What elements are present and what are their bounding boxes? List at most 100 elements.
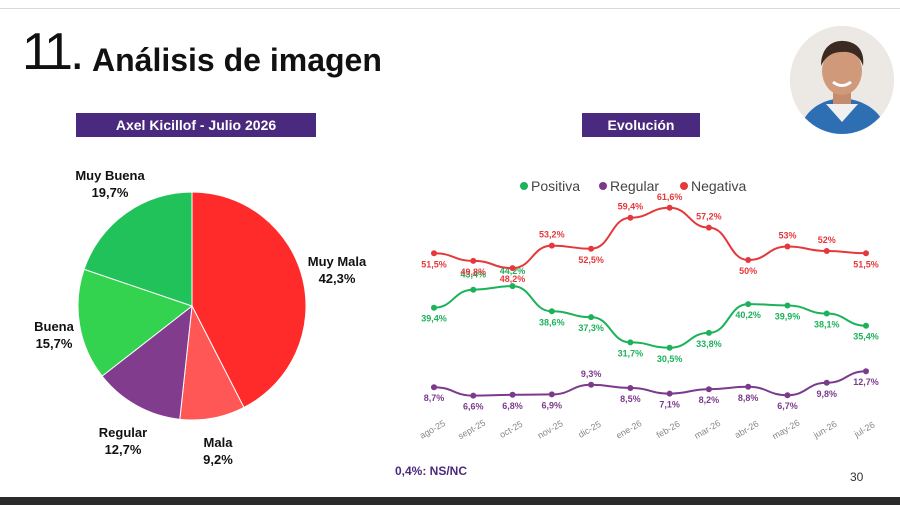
- data-label-positiva: 43,4%: [461, 270, 487, 280]
- series-positiva: 39,4% 43,4% 44,2% 38,6% 37,3% 31,7% 30,5% 33,8%…: [421, 266, 879, 364]
- pie-label-regular-value: 12,7%: [104, 442, 142, 457]
- data-point-negativa: [745, 257, 752, 263]
- data-label-positiva: 44,2%: [500, 266, 526, 276]
- data-point-negativa: [823, 248, 830, 254]
- data-label-regular: 8,7%: [424, 393, 445, 403]
- data-point-regular: [470, 392, 477, 399]
- top-divider: [0, 8, 900, 9]
- data-label-negativa: 52,5%: [578, 255, 604, 265]
- data-point-regular: [863, 368, 869, 375]
- data-label-positiva: 38,1%: [814, 320, 840, 330]
- x-tick-label: jul-26: [852, 420, 877, 440]
- data-label-negativa: 53,2%: [539, 230, 565, 240]
- data-point-positiva: [666, 344, 673, 351]
- series-line-regular: [433, 370, 867, 397]
- avatar-portrait-icon: [790, 26, 894, 134]
- pie-label-muy-mala: Muy Mala 42,3%: [302, 253, 372, 287]
- pie-slice-buena: [77, 268, 194, 377]
- data-point-negativa: [863, 250, 869, 257]
- data-label-positiva: 38,6%: [539, 317, 565, 327]
- x-axis: ago-25 sept-25 oct-25 nov-25 dic-25 ene-26 feb…: [418, 418, 877, 442]
- data-point-negativa: [705, 224, 712, 231]
- data-label-negativa: 59,4%: [618, 202, 644, 212]
- data-label-positiva: 39,9%: [775, 311, 801, 321]
- data-point-positiva: [431, 304, 437, 311]
- data-point-positiva: [784, 302, 791, 309]
- data-label-negativa: 51,5%: [421, 259, 447, 269]
- legend-marker-regular: [599, 182, 607, 190]
- x-tick-label: feb-26: [655, 419, 682, 440]
- legend-label-positiva: Positiva: [531, 178, 580, 194]
- data-point-regular: [784, 392, 791, 399]
- x-tick-label: oct-25: [498, 419, 525, 440]
- data-point-negativa: [588, 245, 595, 252]
- data-label-positiva: 40,2%: [735, 310, 761, 320]
- data-point-negativa: [784, 243, 791, 250]
- data-point-regular: [509, 391, 516, 398]
- data-label-negativa: 51,5%: [853, 259, 879, 269]
- avatar: [790, 26, 894, 134]
- data-label-negativa: 50%: [739, 266, 757, 276]
- data-point-negativa: [548, 242, 555, 249]
- data-label-negativa: 48,2%: [500, 274, 526, 284]
- data-point-positiva: [823, 310, 830, 317]
- data-point-positiva: [745, 301, 752, 308]
- page-title: Análisis de imagen: [92, 42, 382, 78]
- data-point-regular: [627, 385, 634, 391]
- data-label-regular: 8,2%: [699, 395, 720, 405]
- pie-label-buena: Buena 15,7%: [28, 318, 80, 352]
- pie-title-pill: Axel Kicillof - Julio 2026: [76, 113, 316, 137]
- data-point-regular: [705, 386, 712, 393]
- line-title-pill: Evolución: [582, 113, 700, 137]
- x-tick-label: ago-25: [418, 418, 447, 441]
- x-tick-label: mar-26: [693, 418, 723, 441]
- pie-label-muy-mala-name: Muy Mala: [307, 254, 367, 269]
- pie-label-mala-value: 9,2%: [203, 452, 233, 467]
- series-line-negativa: [433, 206, 867, 270]
- data-point-positiva: [509, 283, 516, 290]
- legend-marker-negativa: [680, 182, 688, 190]
- data-label-positiva: 35,4%: [853, 332, 879, 342]
- series-line-positiva: [433, 285, 867, 349]
- data-point-positiva: [863, 322, 869, 329]
- data-point-negativa: [470, 257, 477, 264]
- data-point-negativa: [431, 250, 437, 257]
- x-tick-label: jun-26: [811, 419, 839, 441]
- data-label-positiva: 31,7%: [618, 348, 644, 358]
- legend-label-negativa: Negativa: [691, 178, 746, 194]
- x-tick-label: dic-25: [576, 419, 602, 440]
- data-label-positiva: 33,8%: [696, 339, 722, 349]
- x-tick-label: nov-25: [536, 418, 565, 440]
- data-point-regular: [588, 381, 595, 388]
- data-label-positiva: 30,5%: [657, 354, 683, 364]
- data-label-regular: 9,3%: [581, 369, 602, 379]
- data-label-regular: 12,7%: [853, 377, 879, 387]
- pie-slice-mala: [179, 304, 245, 421]
- legend-marker-positiva: [520, 182, 528, 190]
- data-label-negativa: 53%: [778, 231, 796, 241]
- x-tick-label: abr-26: [733, 419, 761, 441]
- data-point-positiva: [588, 314, 595, 321]
- pie-label-muy-mala-value: 42,3%: [318, 271, 356, 286]
- pie-slice-muy-mala: [191, 191, 307, 409]
- data-label-positiva: 37,3%: [578, 323, 604, 333]
- pie-slice-regular: [101, 304, 193, 420]
- data-point-regular: [666, 390, 673, 397]
- data-label-regular: 9,8%: [816, 389, 837, 399]
- data-point-positiva: [470, 286, 477, 293]
- pie-label-mala: Mala 9,2%: [190, 434, 246, 468]
- pie-label-regular-name: Regular: [98, 425, 148, 440]
- pie-slice-muy-buena: [83, 191, 193, 307]
- legend-label-regular: Regular: [610, 178, 659, 194]
- pie-label-muy-buena-value: 19,7%: [91, 185, 129, 200]
- pie-label-buena-name: Buena: [34, 319, 74, 334]
- data-label-regular: 8,8%: [738, 393, 759, 403]
- pie-label-muy-buena-name: Muy Buena: [75, 168, 145, 183]
- data-point-regular: [745, 383, 752, 390]
- slide-number: 11.: [22, 23, 84, 81]
- line-legend: Positiva Regular Negativa: [520, 178, 746, 194]
- data-label-regular: 6,6%: [463, 402, 484, 412]
- data-point-positiva: [627, 339, 634, 346]
- data-label-negativa: 49,8%: [461, 267, 487, 277]
- series-regular: 8,7% 6,6% 6,8% 6,9% 9,3% 8,5% 7,1% 8,2% 8,8% 6,7%…: [424, 368, 879, 412]
